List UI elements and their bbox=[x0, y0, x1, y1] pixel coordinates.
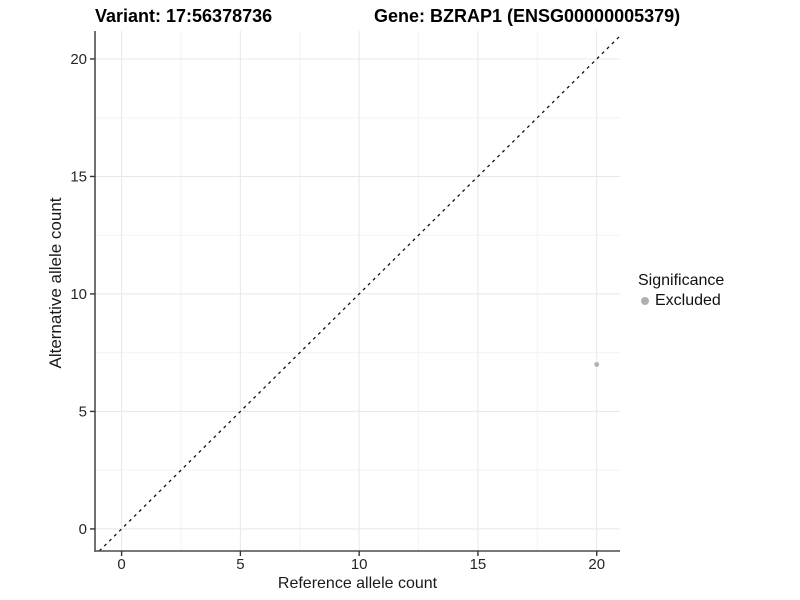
y-tick-label: 5 bbox=[79, 403, 87, 420]
y-tick-label: 10 bbox=[70, 286, 87, 303]
y-tick-label: 0 bbox=[79, 521, 87, 538]
x-tick-label: 0 bbox=[117, 556, 125, 573]
data-point bbox=[594, 362, 600, 367]
legend-point-icon bbox=[641, 297, 649, 305]
x-tick-label: 20 bbox=[588, 556, 605, 573]
y-tick-label: 20 bbox=[70, 51, 87, 68]
plot-title-gene: Gene: BZRAP1 (ENSG00000005379) bbox=[374, 6, 681, 26]
plot-title-variant: Variant: 17:56378736 bbox=[95, 6, 273, 26]
legend: Significance Excluded bbox=[636, 272, 724, 310]
legend-item-excluded: Excluded bbox=[636, 292, 724, 310]
x-axis-title: Reference allele count bbox=[277, 575, 438, 592]
y-axis-title: Alternative allele count bbox=[46, 197, 65, 369]
y-tick-label: 15 bbox=[70, 168, 87, 185]
legend-title: Significance bbox=[638, 272, 725, 289]
identity-reference-line bbox=[98, 35, 621, 552]
x-tick-label: 10 bbox=[351, 556, 368, 573]
x-tick-label: 15 bbox=[470, 556, 487, 573]
x-tick-label: 5 bbox=[236, 556, 244, 573]
legend-item-label: Excluded bbox=[655, 292, 721, 309]
